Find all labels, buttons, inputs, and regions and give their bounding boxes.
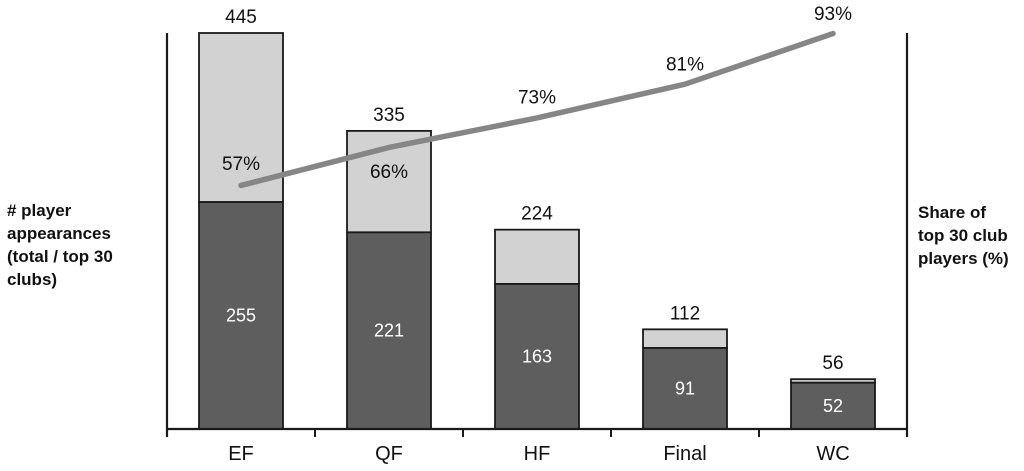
bar-total-label-Final: 112 xyxy=(670,303,700,324)
bar-segment-dark-QF xyxy=(346,231,432,430)
category-label-WC: WC xyxy=(816,443,849,465)
bar-segment-dark-EF xyxy=(198,201,284,430)
right-axis-label: Share of top 30 club players (%) xyxy=(918,203,1009,268)
trend-point-label-Final: 81% xyxy=(666,55,704,76)
bar-segment-light-HF xyxy=(494,228,580,285)
bar-total-label-WC: 56 xyxy=(822,353,843,374)
bar-segment-light-Final xyxy=(642,328,728,349)
bar-total-label-EF: 445 xyxy=(225,7,257,28)
bar-segment-dark-WC xyxy=(790,381,876,430)
bar-total-label-HF: 224 xyxy=(521,204,553,225)
bar-total-label-QF: 335 xyxy=(373,105,405,126)
category-label-QF: QF xyxy=(375,443,403,465)
bar-segment-dark-HF xyxy=(494,283,580,430)
bar-segment-light-EF xyxy=(198,32,284,203)
bar-inner-label-QF: 221 xyxy=(374,321,404,341)
category-label-EF: EF xyxy=(228,443,254,465)
trend-line xyxy=(238,30,836,189)
trend-point-label-HF: 73% xyxy=(518,87,556,108)
left-axis-label: # player appearances (total / top 30 clu… xyxy=(7,201,113,289)
bar-inner-label-EF: 255 xyxy=(226,306,256,326)
category-label-Final: Final xyxy=(663,443,706,465)
category-label-HF: HF xyxy=(524,443,551,465)
bar-inner-label-HF: 163 xyxy=(522,346,552,366)
bar-inner-label-Final: 91 xyxy=(675,379,695,399)
trend-point-label-QF: 66% xyxy=(370,162,408,183)
bar-inner-label-WC: 52 xyxy=(823,396,843,416)
trend-point-label-EF: 57% xyxy=(222,154,260,175)
trend-point-label-WC: 93% xyxy=(814,4,852,25)
